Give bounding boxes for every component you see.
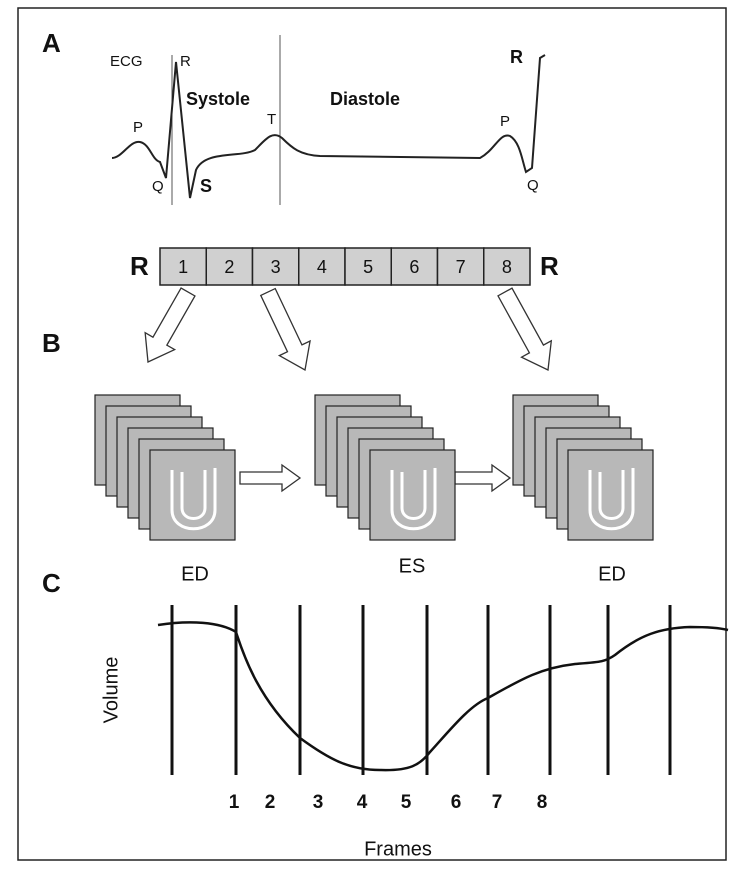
ventricle-outline — [588, 468, 635, 531]
arrows — [144, 287, 553, 493]
arrow — [144, 287, 196, 363]
frame-box — [344, 247, 392, 286]
wave-label: P — [133, 119, 143, 136]
ventricle-outline — [390, 468, 437, 531]
frame-tick: 1 — [229, 792, 240, 813]
image-card — [369, 449, 456, 541]
frame-tick: 6 — [451, 792, 462, 813]
arrow — [259, 287, 311, 372]
stacks: ED ES ED — [94, 394, 654, 585]
wave-label: Q — [527, 177, 539, 194]
frame-number: 1 — [178, 257, 188, 277]
phase-label: Systole — [186, 89, 250, 109]
wave-label: P — [500, 113, 510, 130]
strip-r: R — [130, 251, 149, 281]
frame-tick: 5 — [401, 792, 412, 813]
stack-label: ED — [181, 563, 209, 585]
frame-box — [390, 247, 439, 286]
y-axis-label: Volume — [100, 657, 122, 724]
x-axis-label: Frames — [364, 838, 432, 860]
image-card — [567, 449, 654, 541]
ecg-label: ECG — [110, 53, 143, 70]
frame-tick: 3 — [313, 792, 324, 813]
frame-number: 6 — [409, 257, 419, 277]
arrow — [497, 287, 553, 371]
frame-number: 4 — [317, 257, 327, 277]
wave-label: R — [510, 47, 523, 67]
frame-border — [17, 7, 727, 861]
frame-number: 7 — [456, 257, 466, 277]
frame-number: 2 — [224, 257, 234, 277]
frame-box — [436, 247, 485, 286]
frame-lines — [170, 605, 672, 775]
frame-tick: 8 — [537, 792, 548, 813]
frame-tick: 2 — [265, 792, 276, 813]
stack-label: ED — [598, 563, 626, 585]
image-card — [149, 449, 236, 541]
wave-label: Q — [152, 178, 164, 195]
frame-number: 3 — [271, 257, 281, 277]
frame-number: 8 — [502, 257, 512, 277]
strip-r: R — [540, 251, 559, 281]
frame-box — [483, 247, 531, 286]
frame-number: 5 — [363, 257, 373, 277]
frame-ticks: 1 2 3 4 5 6 7 8 — [229, 792, 548, 813]
arrow — [454, 463, 512, 493]
volume-curve — [157, 621, 729, 772]
frame-box — [251, 247, 300, 286]
stack-label: ES — [399, 555, 426, 577]
frame-box — [298, 247, 346, 286]
panel-label: A — [42, 28, 61, 58]
phase-label: Diastole — [330, 89, 400, 109]
wave-label: R — [180, 53, 191, 70]
ecg-trace — [111, 54, 546, 199]
panel-label: B — [42, 328, 61, 358]
frame-tick: 7 — [492, 792, 503, 813]
panel-label: C — [42, 568, 61, 598]
frame-tick: 4 — [357, 792, 368, 813]
frame-box — [159, 247, 207, 286]
ventricle-outline — [170, 468, 217, 531]
wave-label: S — [200, 176, 212, 196]
wave-label: T — [267, 111, 276, 128]
arrow — [239, 463, 302, 493]
frame-strip: 1 2 3 4 5 6 7 8 — [159, 247, 531, 286]
